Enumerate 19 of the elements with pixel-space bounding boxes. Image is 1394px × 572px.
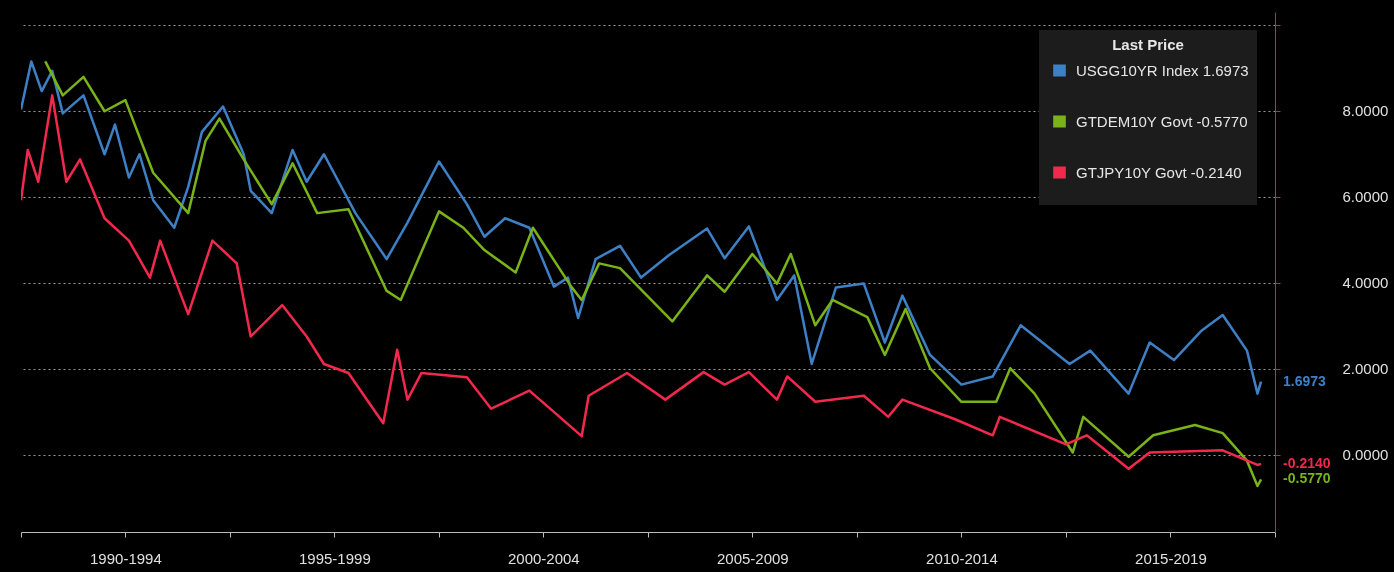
x-tick-label: 2000-2004	[507, 549, 580, 567]
y-tick-label: 4.0000	[1342, 274, 1389, 292]
annotation: -0.5770	[1283, 470, 1331, 487]
annotation: -0.2140	[1283, 454, 1331, 471]
x-tick-label: 1990-1994	[90, 549, 162, 567]
y-tick-label: 8.0000	[1342, 102, 1389, 120]
line-series	[21, 60, 1263, 395]
x-tick-label: 2015-2019	[1135, 549, 1207, 567]
x-tick-label: 1995-1999	[298, 549, 371, 567]
y-tick-label: 2.0000	[1342, 360, 1389, 378]
y-tick-label: 6.0000	[1342, 188, 1389, 206]
annotation: 1.6973	[1283, 372, 1327, 389]
x-tick-label: 2005-2009	[716, 549, 789, 567]
legend-title: Last Price	[1112, 36, 1184, 53]
legend-label: GTDEM10Y Govt -0.5770	[1076, 112, 1248, 130]
legend-label: GTJPY10Y Govt -0.2140	[1076, 163, 1242, 181]
legend-label: USGG10YR Index 1.6973	[1076, 61, 1249, 79]
x-tick-label: 2010-2014	[926, 549, 998, 567]
y-tick-label: 0.0000	[1342, 446, 1389, 464]
